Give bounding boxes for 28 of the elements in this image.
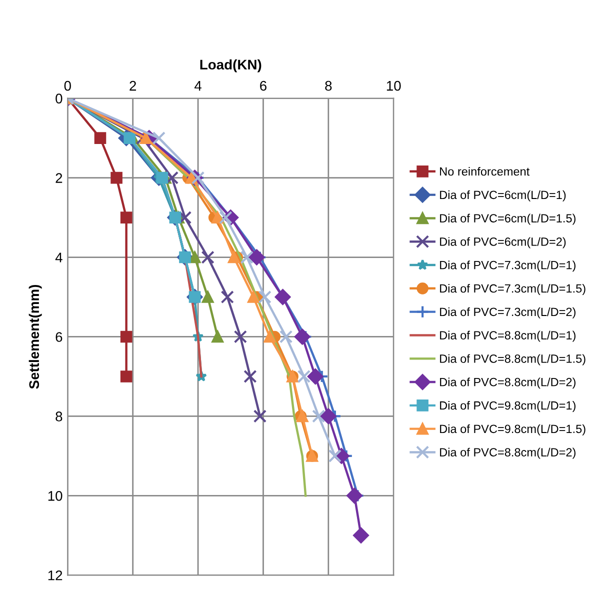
x-tick-label: 2	[130, 80, 136, 91]
legend-label: Dia of PVC=6cm(L/D=2)	[440, 237, 566, 248]
y-tick-label: 10	[48, 491, 62, 501]
legend-label: Dia of PVC=6cm(L/D=1.5)	[440, 214, 576, 225]
legend-label: Dia of PVC=6cm(L/D=1)	[440, 190, 566, 202]
legend-label: Dia of PVC=7.3cm(L/D=1)	[440, 260, 576, 272]
legend-label: Dia of PVC=7.3cm(L/D=2)	[440, 307, 576, 318]
y-tick-label: 6	[56, 332, 62, 342]
legend-label: Dia of PVC=8.8cm(L/D=2)	[440, 448, 576, 459]
legend-label: Dia of PVC=9.8cm(L/D=1)	[440, 401, 576, 412]
legend-label: No reinforcement	[440, 166, 530, 176]
y-tick-label: 8	[56, 412, 62, 422]
legend-label: Dia of PVC=7.3cm(L/D=1.5)	[440, 284, 586, 295]
legend-label: Dia of PVC=8.8cm(L/D=1)	[440, 330, 576, 342]
legend-label: Dia of PVC=8.8cm(L/D=2)	[440, 378, 576, 389]
x-tick-label: 8	[325, 80, 332, 91]
y-tick-label: 0	[56, 94, 62, 104]
y-tick-label: 2	[56, 173, 62, 183]
x-tick-label: 10	[386, 80, 401, 91]
x-tick-label: 0	[64, 80, 71, 91]
y-tick-label: 12	[48, 570, 62, 580]
legend-label: Dia of PVC=9.8cm(L/D=1.5)	[440, 424, 586, 436]
y-axis-title: Settlement(mm)	[28, 284, 42, 389]
legend-label: Dia of PVC=8.8cm(L/D=1.5)	[440, 354, 586, 366]
y-tick-label: 4	[55, 252, 62, 262]
x-tick-label: 4	[194, 81, 202, 91]
x-tick-label: 6	[260, 80, 266, 91]
x-axis-title: Load(KN)	[200, 59, 262, 72]
